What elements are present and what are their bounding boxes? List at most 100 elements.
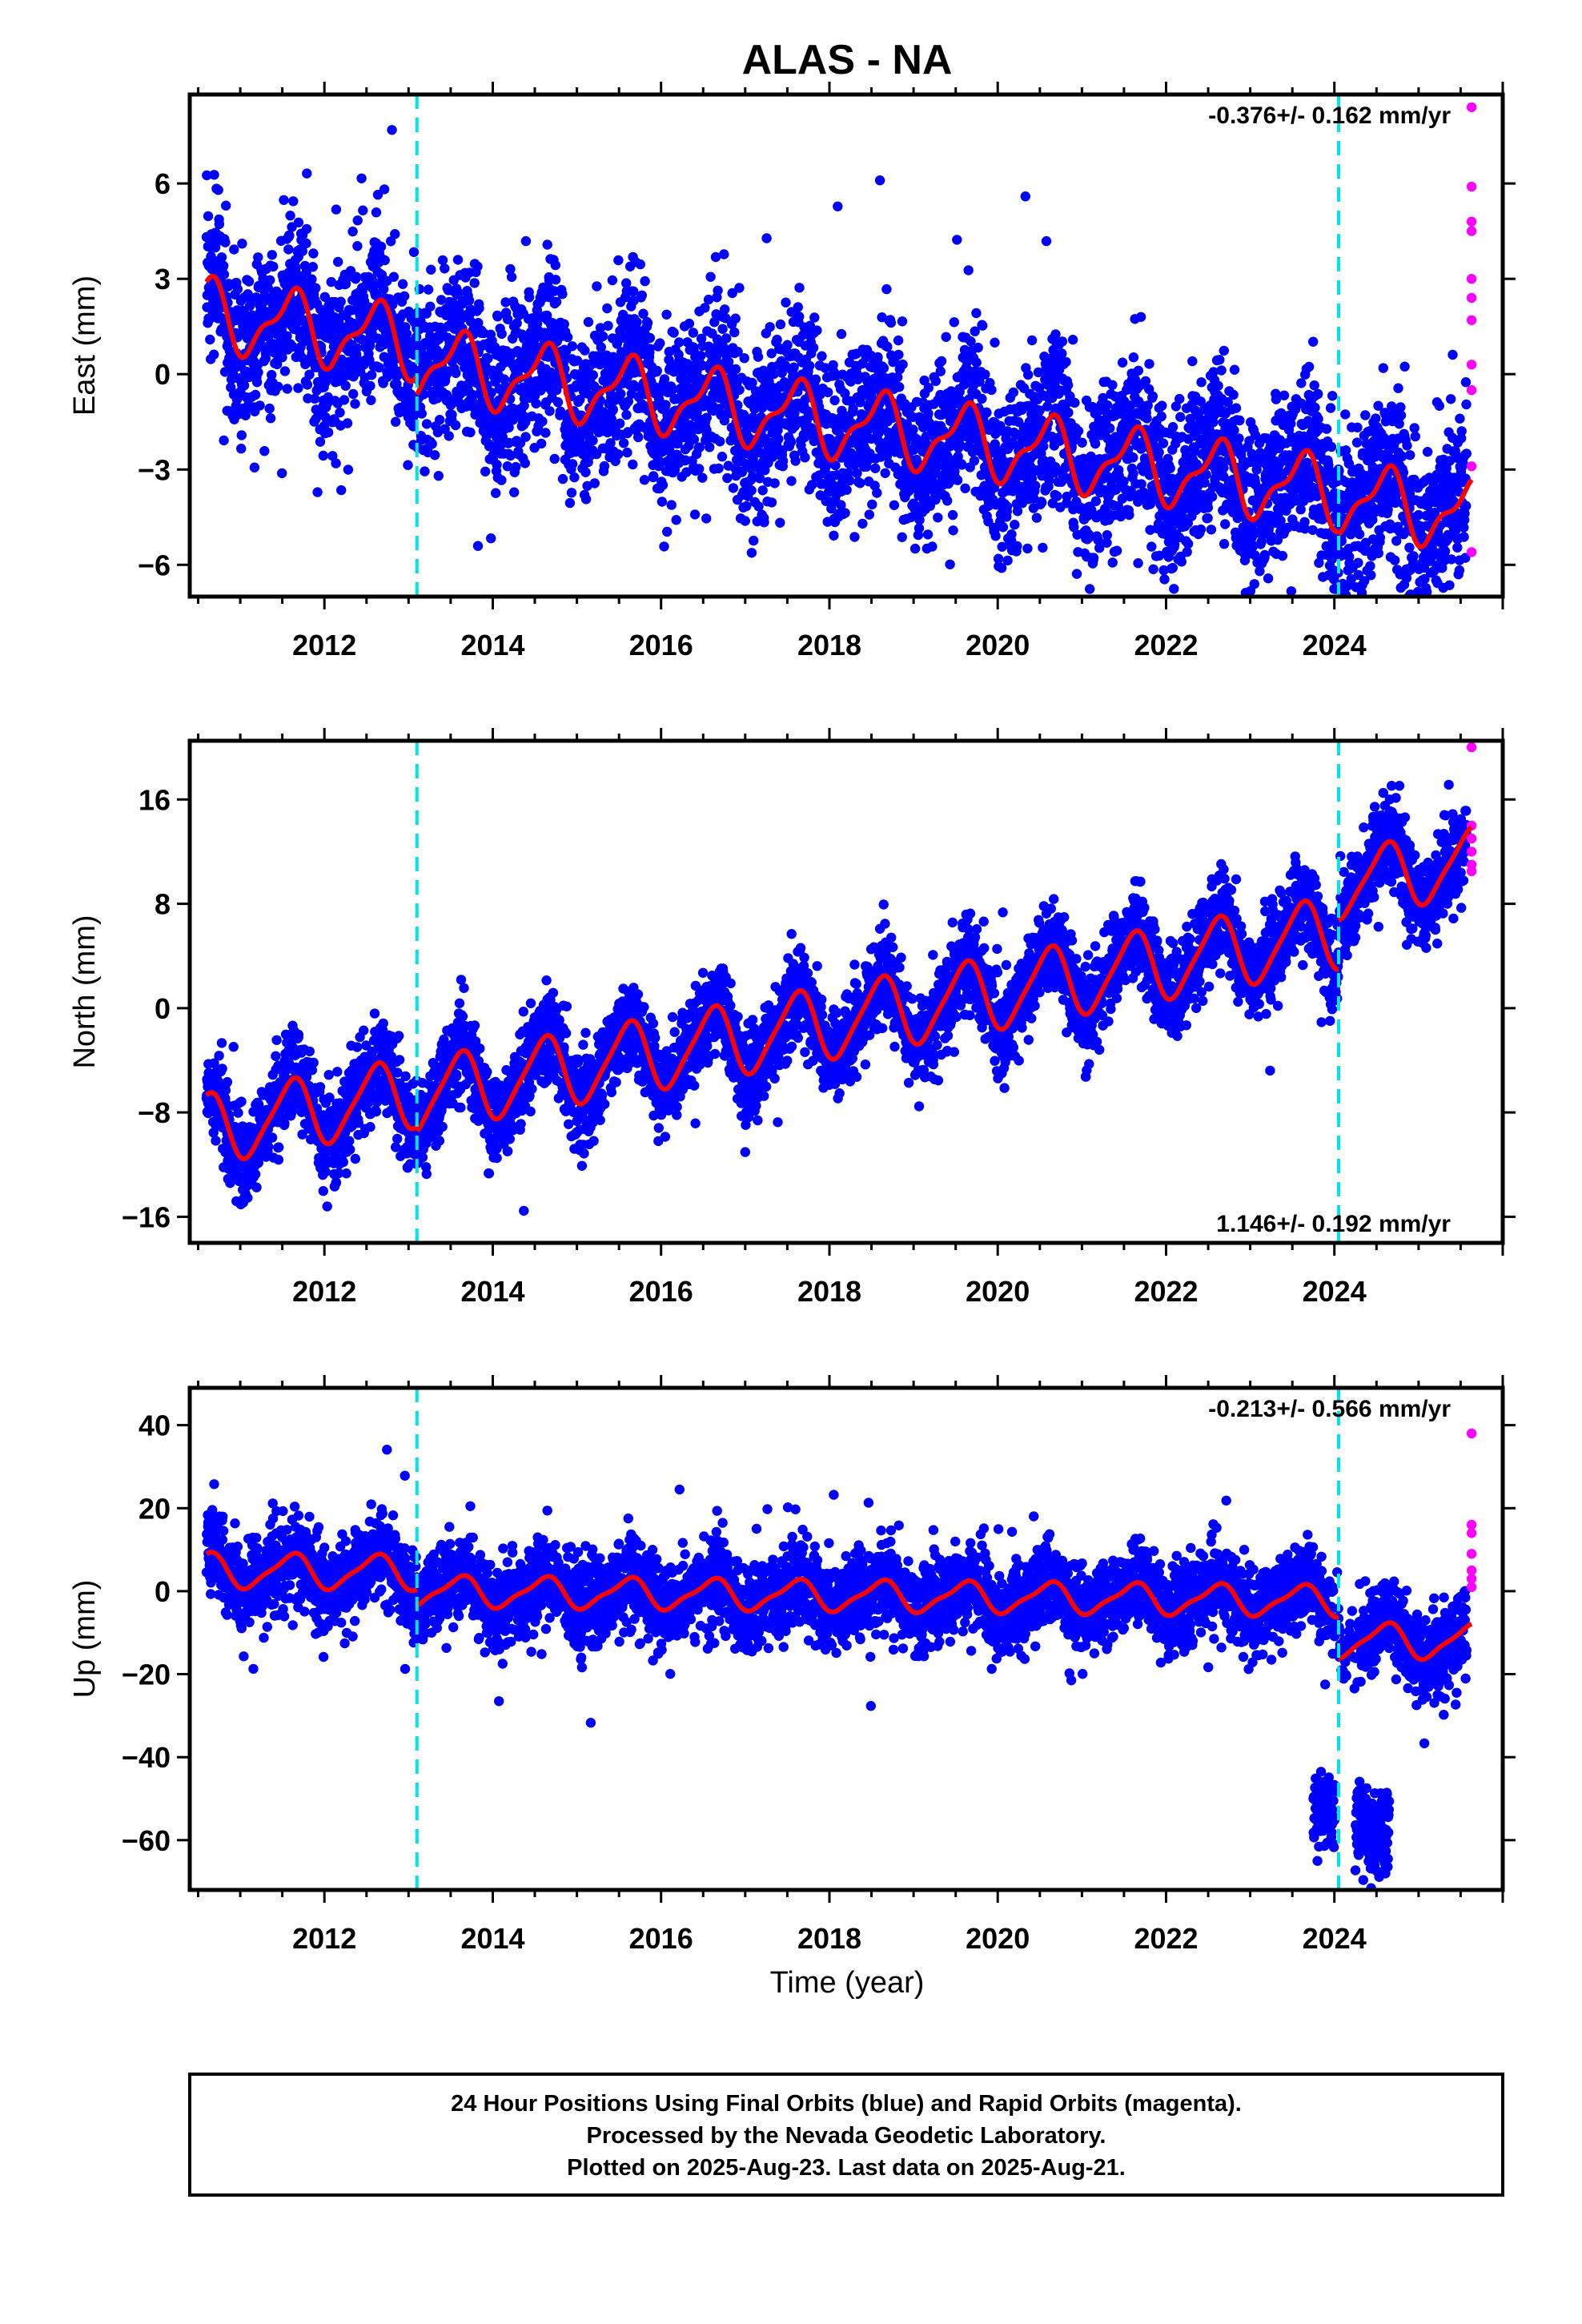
east-final-point — [1263, 573, 1274, 584]
east-final-point — [1073, 426, 1084, 436]
east-final-point — [564, 497, 576, 509]
east-final-points — [201, 125, 1472, 625]
east-final-point — [520, 416, 531, 428]
east-final-point — [1324, 603, 1334, 613]
east-final-point — [536, 438, 547, 449]
east-final-point — [1062, 380, 1074, 391]
east-final-point — [202, 170, 212, 181]
east-final-point — [486, 533, 496, 544]
east-final-point — [662, 526, 673, 537]
east-final-point — [909, 543, 921, 554]
east-final-point — [1251, 598, 1260, 608]
east-final-point — [390, 229, 400, 239]
east-final-point — [268, 261, 279, 272]
east-final-point — [551, 296, 562, 308]
east-final-point — [219, 269, 230, 279]
east-final-point — [506, 271, 517, 283]
east-final-point — [216, 252, 227, 263]
east-final-point — [1002, 501, 1013, 512]
east-final-point — [372, 190, 383, 200]
east-final-point — [765, 322, 775, 332]
east-final-point — [544, 406, 555, 416]
east-final-point — [1067, 335, 1078, 345]
east-final-point — [342, 418, 353, 428]
east-final-point — [480, 466, 491, 476]
east-final-point — [741, 501, 752, 512]
east-final-point — [817, 351, 827, 361]
east-final-point — [867, 499, 877, 510]
east-final-point — [936, 356, 947, 367]
east-final-point — [652, 365, 662, 376]
east-final-point — [1010, 520, 1020, 530]
east-final-point — [284, 231, 295, 241]
east-final-point — [1342, 615, 1351, 625]
east-final-point — [549, 453, 560, 464]
east-final-point — [335, 407, 345, 418]
east-final-point — [739, 353, 749, 364]
east-final-point — [1052, 491, 1062, 501]
east-final-point — [1144, 359, 1154, 369]
east-final-point — [223, 338, 234, 348]
east-final-point — [840, 508, 850, 518]
east-final-point — [287, 341, 298, 352]
east-final-point — [665, 445, 675, 456]
east-final-point — [259, 446, 270, 456]
east-final-point — [701, 513, 712, 524]
east-final-point — [812, 325, 822, 336]
east-final-point — [761, 233, 772, 243]
east-final-point — [688, 328, 698, 338]
east-final-point — [492, 460, 502, 470]
east-final-point — [331, 204, 342, 215]
east-final-point — [1090, 496, 1102, 507]
east-final-point — [240, 410, 251, 420]
east-final-point — [977, 393, 987, 404]
east-final-point — [998, 522, 1009, 533]
east-final-point — [379, 283, 389, 295]
east-final-point — [336, 485, 347, 496]
east-final-point — [556, 407, 566, 417]
east-final-point — [1308, 336, 1319, 347]
east-final-point — [347, 226, 358, 237]
east-final-point — [502, 461, 513, 472]
east-final-point — [1234, 433, 1244, 444]
east-final-point — [613, 255, 624, 266]
east-final-point — [236, 444, 247, 454]
east-final-point — [833, 201, 843, 211]
east-final-point — [1102, 530, 1113, 541]
east-final-point — [1158, 438, 1169, 448]
east-final-point — [759, 517, 769, 528]
east-final-point — [1124, 509, 1134, 521]
east-final-point — [374, 362, 384, 373]
east-final-point — [1006, 529, 1017, 540]
east-final-point — [694, 464, 705, 474]
east-final-point — [473, 318, 484, 328]
east-final-point — [540, 428, 551, 438]
east-final-point — [213, 185, 223, 195]
east-final-point — [285, 211, 295, 221]
east-final-point — [279, 366, 291, 376]
east-final-point — [496, 328, 507, 340]
east-final-point — [1219, 345, 1230, 356]
east-final-point — [935, 366, 946, 376]
east-final-point — [1259, 549, 1271, 561]
east-final-point — [990, 337, 1000, 348]
east-final-point — [509, 487, 520, 497]
east-final-point — [288, 196, 299, 207]
east-final-point — [219, 435, 229, 446]
east-final-point — [612, 449, 624, 460]
east-final-point — [1012, 541, 1022, 552]
east-final-point — [1310, 402, 1320, 413]
east-final-point — [715, 436, 725, 447]
east-final-point — [302, 168, 312, 179]
east-final-point — [710, 251, 721, 263]
east-final-point — [1070, 397, 1080, 408]
east-final-point — [1157, 400, 1167, 411]
east-final-point — [599, 460, 610, 472]
east-final-point — [963, 265, 974, 275]
east-final-point — [1002, 555, 1013, 566]
east-final-point — [713, 285, 723, 296]
east-final-point — [990, 531, 1001, 541]
east-final-point — [1231, 403, 1242, 413]
east-final-point — [705, 271, 716, 282]
east-final-point — [472, 541, 484, 551]
